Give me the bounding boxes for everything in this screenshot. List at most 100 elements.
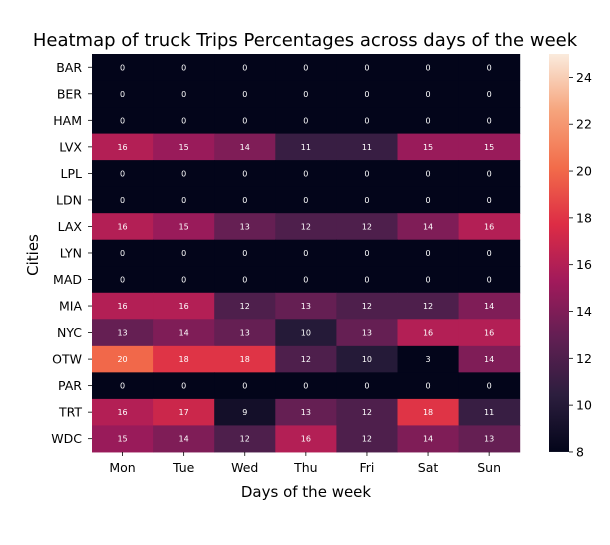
heatmap-cell bbox=[275, 319, 337, 347]
cell-value-label: 13 bbox=[301, 408, 311, 417]
cell-value-label: 11 bbox=[362, 143, 372, 152]
y-axis: BAR BER HAM LVX LPL LDN LAX LYN MAD MIA NYC OTW PAR T… bbox=[51, 60, 92, 446]
heatmap-cell bbox=[214, 266, 276, 294]
cell-value-labels: 0 0 0 0 0 0 0 0 0 0 0 0 0 0 0 0 0 0 0 0 0 16 15 14 11 11 15 15 0 0 0 0 0… bbox=[117, 63, 494, 443]
colorbar-tick-label: 8 bbox=[576, 444, 584, 459]
cell-value-label: 17 bbox=[179, 408, 189, 417]
heatmap-cell bbox=[92, 80, 154, 108]
heatmap-cell bbox=[397, 319, 460, 347]
heatmap-cell bbox=[458, 54, 521, 82]
cell-value-label: 16 bbox=[301, 435, 311, 444]
heatmap-cell bbox=[153, 54, 215, 82]
cell-value-label: 0 bbox=[426, 196, 431, 205]
cell-value-label: 0 bbox=[303, 249, 308, 258]
heatmap-cell bbox=[336, 107, 398, 135]
heatmap-cell bbox=[153, 133, 215, 161]
heatmap-cell bbox=[275, 80, 337, 108]
cell-value-label: 0 bbox=[242, 116, 247, 125]
heatmap-cell bbox=[458, 107, 521, 135]
cell-value-label: 12 bbox=[240, 302, 250, 311]
cell-value-label: 14 bbox=[423, 222, 433, 231]
colorbar: 8 10 12 14 16 18 20 22 24 bbox=[549, 54, 592, 459]
cell-value-label: 0 bbox=[303, 196, 308, 205]
cell-value-label: 13 bbox=[117, 329, 127, 338]
cell-value-label: 16 bbox=[423, 329, 433, 338]
cell-value-label: 12 bbox=[362, 222, 372, 231]
heatmap-cell bbox=[275, 292, 337, 320]
heatmap-cell bbox=[397, 133, 460, 161]
cell-value-label: 0 bbox=[120, 116, 125, 125]
y-tick-label: MAD bbox=[53, 272, 82, 287]
heatmap-cell bbox=[92, 345, 154, 373]
heatmap-cell bbox=[397, 398, 460, 426]
cell-value-label: 14 bbox=[484, 355, 494, 364]
x-tick-label: Thu bbox=[293, 460, 317, 475]
cell-value-label: 14 bbox=[484, 302, 494, 311]
heatmap-cells bbox=[92, 54, 521, 453]
cell-value-label: 0 bbox=[242, 90, 247, 99]
heatmap-cell bbox=[397, 266, 460, 294]
cell-value-label: 0 bbox=[181, 382, 186, 391]
heatmap-cell bbox=[275, 160, 337, 188]
cell-value-label: 0 bbox=[303, 169, 308, 178]
cell-value-label: 0 bbox=[303, 90, 308, 99]
cell-value-label: 16 bbox=[117, 408, 127, 417]
cell-value-label: 14 bbox=[240, 143, 250, 152]
cell-value-label: 14 bbox=[179, 329, 189, 338]
cell-value-label: 0 bbox=[487, 90, 492, 99]
cell-value-label: 10 bbox=[362, 355, 372, 364]
heatmap-cell bbox=[92, 425, 154, 453]
cell-value-label: 18 bbox=[179, 355, 189, 364]
heatmap-cell bbox=[336, 133, 398, 161]
cell-value-label: 16 bbox=[117, 222, 127, 231]
heatmap-cell bbox=[214, 186, 276, 214]
cell-value-label: 0 bbox=[242, 63, 247, 72]
heatmap-cell bbox=[92, 398, 154, 426]
heatmap-cell bbox=[214, 398, 276, 426]
cell-value-label: 12 bbox=[362, 435, 372, 444]
heatmap-cell bbox=[214, 292, 276, 320]
y-tick-label: BER bbox=[57, 86, 82, 101]
cell-value-label: 15 bbox=[179, 143, 189, 152]
heatmap-cell bbox=[92, 54, 154, 82]
cell-value-label: 0 bbox=[120, 249, 125, 258]
colorbar-tick-label: 22 bbox=[576, 117, 592, 132]
heatmap-cell bbox=[397, 80, 460, 108]
heatmap-cell bbox=[214, 372, 276, 400]
cell-value-label: 0 bbox=[364, 196, 369, 205]
cell-value-label: 13 bbox=[301, 302, 311, 311]
cell-value-label: 0 bbox=[120, 196, 125, 205]
cell-value-label: 0 bbox=[426, 249, 431, 258]
heatmap-cell bbox=[153, 186, 215, 214]
heatmap-cell bbox=[153, 107, 215, 135]
heatmap-cell bbox=[275, 345, 337, 373]
heatmap-cell bbox=[92, 266, 154, 294]
heatmap-cell bbox=[214, 213, 276, 241]
cell-value-label: 11 bbox=[301, 143, 311, 152]
cell-value-label: 0 bbox=[242, 276, 247, 285]
heatmap-cell bbox=[458, 133, 521, 161]
heatmap-cell bbox=[214, 107, 276, 135]
heatmap-cell bbox=[397, 107, 460, 135]
cell-value-label: 0 bbox=[364, 63, 369, 72]
heatmap-cell bbox=[397, 186, 460, 214]
heatmap-cell bbox=[92, 133, 154, 161]
y-tick-label: LDN bbox=[56, 192, 82, 207]
y-tick-label: HAM bbox=[53, 113, 82, 128]
cell-value-label: 12 bbox=[362, 302, 372, 311]
heatmap-cell bbox=[214, 80, 276, 108]
cell-value-label: 0 bbox=[181, 169, 186, 178]
cell-value-label: 0 bbox=[487, 196, 492, 205]
cell-value-label: 14 bbox=[423, 435, 433, 444]
heatmap-cell bbox=[153, 345, 215, 373]
cell-value-label: 14 bbox=[179, 435, 189, 444]
heatmap-cell bbox=[458, 319, 521, 347]
heatmap-cell bbox=[397, 292, 460, 320]
cell-value-label: 0 bbox=[364, 249, 369, 258]
cell-value-label: 0 bbox=[426, 169, 431, 178]
cell-value-label: 12 bbox=[362, 408, 372, 417]
heatmap-cell bbox=[153, 319, 215, 347]
cell-value-label: 0 bbox=[120, 382, 125, 391]
heatmap-cell bbox=[92, 292, 154, 320]
